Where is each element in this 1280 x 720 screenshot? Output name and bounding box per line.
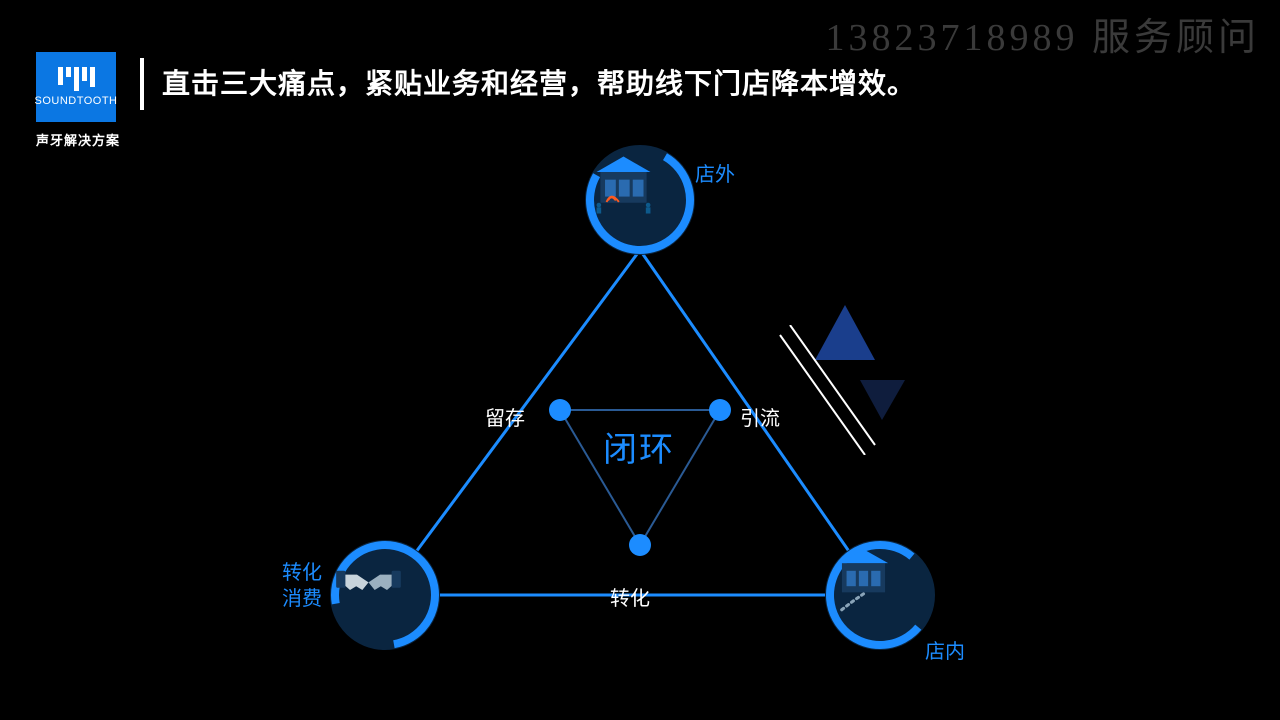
inner-dot-2 <box>709 399 731 421</box>
storefront-path-icon <box>825 540 902 617</box>
center-label: 闭环 <box>603 422 675 471</box>
brand-logo: SOUNDTOOTH 声牙解决方案 <box>36 52 120 149</box>
handshake-icon <box>330 540 407 617</box>
logo-bars-icon <box>58 67 95 91</box>
logo-square: SOUNDTOOTH <box>36 52 116 122</box>
inner-dot-1 <box>549 399 571 421</box>
node-outside-store <box>585 145 695 255</box>
edge-label-zhuanhua: 转化 <box>610 582 650 611</box>
logo-brand-text: SOUNDTOOTH <box>34 95 117 107</box>
node-conversion <box>330 540 440 650</box>
closed-loop-diagram: 闭环 引流 转化 留存 店外 <box>240 140 1040 700</box>
node-label-conversion: 转化 消费 <box>282 560 322 612</box>
watermark-text: 13823718989 服务顾问 <box>825 6 1260 61</box>
title-divider <box>140 58 144 110</box>
node-inside-store <box>825 540 935 650</box>
edge-label-liucun: 留存 <box>485 402 525 431</box>
logo-subtitle: 声牙解决方案 <box>36 130 120 149</box>
page-headline: 直击三大痛点，紧贴业务和经营，帮助线下门店降本增效。 <box>162 62 916 102</box>
inner-dot-3 <box>629 534 651 556</box>
storefront-icon <box>585 145 662 222</box>
edge-label-yinliu: 引流 <box>740 402 780 431</box>
node-label-outside: 店外 <box>695 158 735 187</box>
node-label-inside: 店内 <box>925 635 965 664</box>
